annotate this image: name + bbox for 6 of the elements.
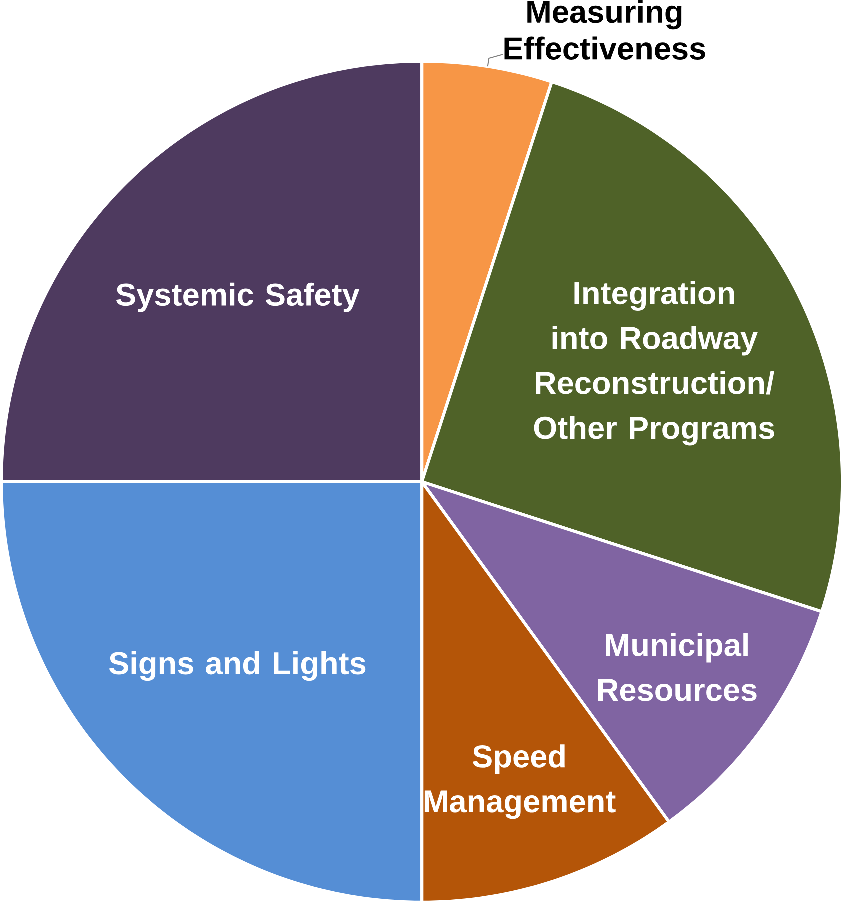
slice-label: Integration into Roadway Reconstruction/ Other Programs [534,281,774,446]
slice-label: Measuring Effectiveness [504,0,706,60]
slice-label: Speed Management [424,744,616,820]
slice-label: Signs and Lights [109,651,366,682]
slice-label: Systemic Safety [116,282,360,312]
slice-label: Municipal Resources [598,633,757,702]
